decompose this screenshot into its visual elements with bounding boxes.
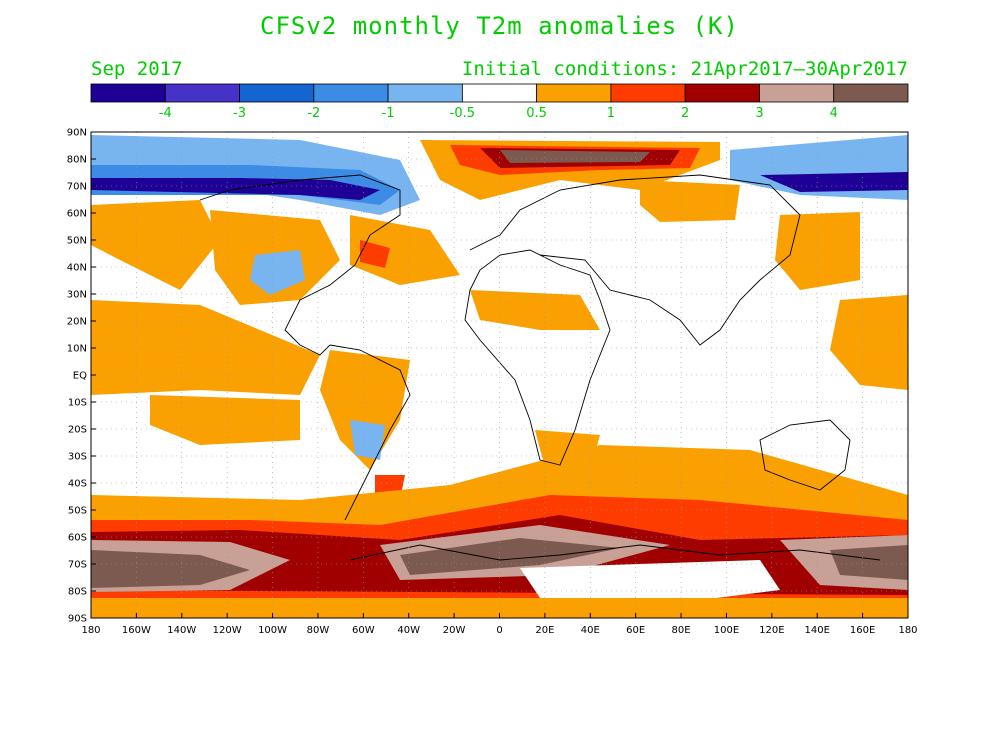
longitude-tick-label: 100W xyxy=(258,625,287,636)
anomaly-pacific-north xyxy=(91,200,220,290)
latitude-tick-label: 40N xyxy=(67,263,87,274)
latitude-tick-label: EQ xyxy=(73,371,87,382)
colorbar-swatch xyxy=(759,83,835,103)
anomaly-south-america xyxy=(320,350,410,470)
anomaly-siberia-brown xyxy=(500,150,650,163)
colorbar-tick-label: 4 xyxy=(830,106,838,121)
anomaly-atlantic-north xyxy=(350,215,460,285)
latitude-tick-label: 10N xyxy=(67,344,87,355)
map-panel xyxy=(91,132,908,618)
latitude-tick-label: 30N xyxy=(67,290,87,301)
latitude-tick-label: 70S xyxy=(68,560,87,571)
longitude-tick-label: 120W xyxy=(213,625,242,636)
latitude-tick-label: 60S xyxy=(68,533,87,544)
latitude-tick-label: 90N xyxy=(67,128,87,139)
colorbar-swatch xyxy=(239,83,315,103)
anomaly-pacific-east-warm xyxy=(830,295,908,390)
valid-month-label: Sep 2017 xyxy=(91,58,183,80)
colorbar-swatch xyxy=(164,83,240,103)
longitude-tick-label: 180 xyxy=(81,625,100,636)
longitude-tick-label: 160W xyxy=(122,625,151,636)
anomaly-samerica-blue xyxy=(350,420,385,460)
colorbar-tick-label: -0.5 xyxy=(450,106,475,121)
anomaly-namerica-blue xyxy=(250,250,305,295)
colorbar-swatch xyxy=(833,83,909,103)
longitude-tick-label: 140W xyxy=(167,625,196,636)
longitude-tick-label: 20W xyxy=(443,625,466,636)
map-title: CFSv2 monthly T2m anomalies (K) xyxy=(260,12,739,40)
colorbar-swatch xyxy=(610,83,686,103)
anomaly-atlantic-red xyxy=(360,240,390,268)
longitude-tick-label: 40E xyxy=(581,625,600,636)
latitude-tick-label: 50S xyxy=(68,506,87,517)
longitude-tick-label: 140E xyxy=(805,625,830,636)
longitude-tick-label: 60E xyxy=(626,625,645,636)
longitude-tick-label: 0 xyxy=(496,625,502,636)
longitude-tick-label: 60W xyxy=(352,625,375,636)
coastlines xyxy=(199,174,881,561)
anomaly-tropical-pacific xyxy=(91,300,320,395)
longitude-tick-label: 80W xyxy=(307,625,330,636)
latitude-tick-label: 80S xyxy=(68,587,87,598)
colorbar-tick-label: -2 xyxy=(307,106,320,121)
latitude-tick-label: 80N xyxy=(67,155,87,166)
longitude-tick-label: 80E xyxy=(672,625,691,636)
colorbar-tick-label: 0.5 xyxy=(526,106,547,121)
colorbar-tick-label: -3 xyxy=(233,106,246,121)
latitude-tick-label: 50N xyxy=(67,236,87,247)
latitude-axis: 90N 80N 70N 60N 50N 40N 30N 20N 10N EQ 10S 20S 30S 40… xyxy=(67,128,96,625)
latitude-tick-label: 60N xyxy=(67,209,87,220)
anomaly-sahara xyxy=(470,290,600,330)
colorbar-swatch xyxy=(536,83,612,103)
latitude-tick-label: 40S xyxy=(68,479,87,490)
initial-conditions-label: Initial conditions: 21Apr2017–30Apr2017 xyxy=(461,58,908,80)
colorbar-swatch xyxy=(461,83,538,103)
latitude-tick-label: 30S xyxy=(68,452,87,463)
anomaly-antarctica-white xyxy=(520,560,780,600)
longitude-tick-label: 160E xyxy=(850,625,875,636)
longitude-tick-label: 100E xyxy=(714,625,739,636)
longitude-tick-label: 180 xyxy=(898,625,917,636)
colorbar-swatch xyxy=(387,83,463,103)
colorbar: -4 -3 -2 -1 -0.5 0.5 1 2 3 4 xyxy=(90,83,909,121)
latitude-tick-label: 20N xyxy=(67,317,87,328)
latitude-tick-label: 90S xyxy=(68,614,87,625)
anomaly-south-pacific xyxy=(150,395,300,445)
colorbar-swatch xyxy=(313,83,389,103)
latitude-tick-label: 70N xyxy=(67,182,87,193)
colorbar-tick-label: 3 xyxy=(755,106,763,121)
anomaly-arctic-east-blue-dark xyxy=(760,172,908,192)
colorbar-tick-label: 1 xyxy=(607,106,615,121)
anomaly-east-siberia xyxy=(640,180,740,222)
colorbar-tick-label: -4 xyxy=(159,106,172,121)
longitude-axis: 180 160W 140W 120W 100W 80W 60W 40W 20W 0 20E 40E 60… xyxy=(81,613,918,636)
latitude-tick-label: 10S xyxy=(68,398,87,409)
longitude-tick-label: 20E xyxy=(535,625,554,636)
colorbar-swatch xyxy=(684,83,760,103)
longitude-tick-label: 40W xyxy=(397,625,420,636)
colorbar-tick-label: 2 xyxy=(681,106,689,121)
colorbar-tick-label: -1 xyxy=(382,106,395,121)
colorbar-swatch xyxy=(90,83,166,103)
longitude-tick-label: 120E xyxy=(759,625,784,636)
latitude-tick-label: 20S xyxy=(68,425,87,436)
gridlines xyxy=(91,132,908,618)
